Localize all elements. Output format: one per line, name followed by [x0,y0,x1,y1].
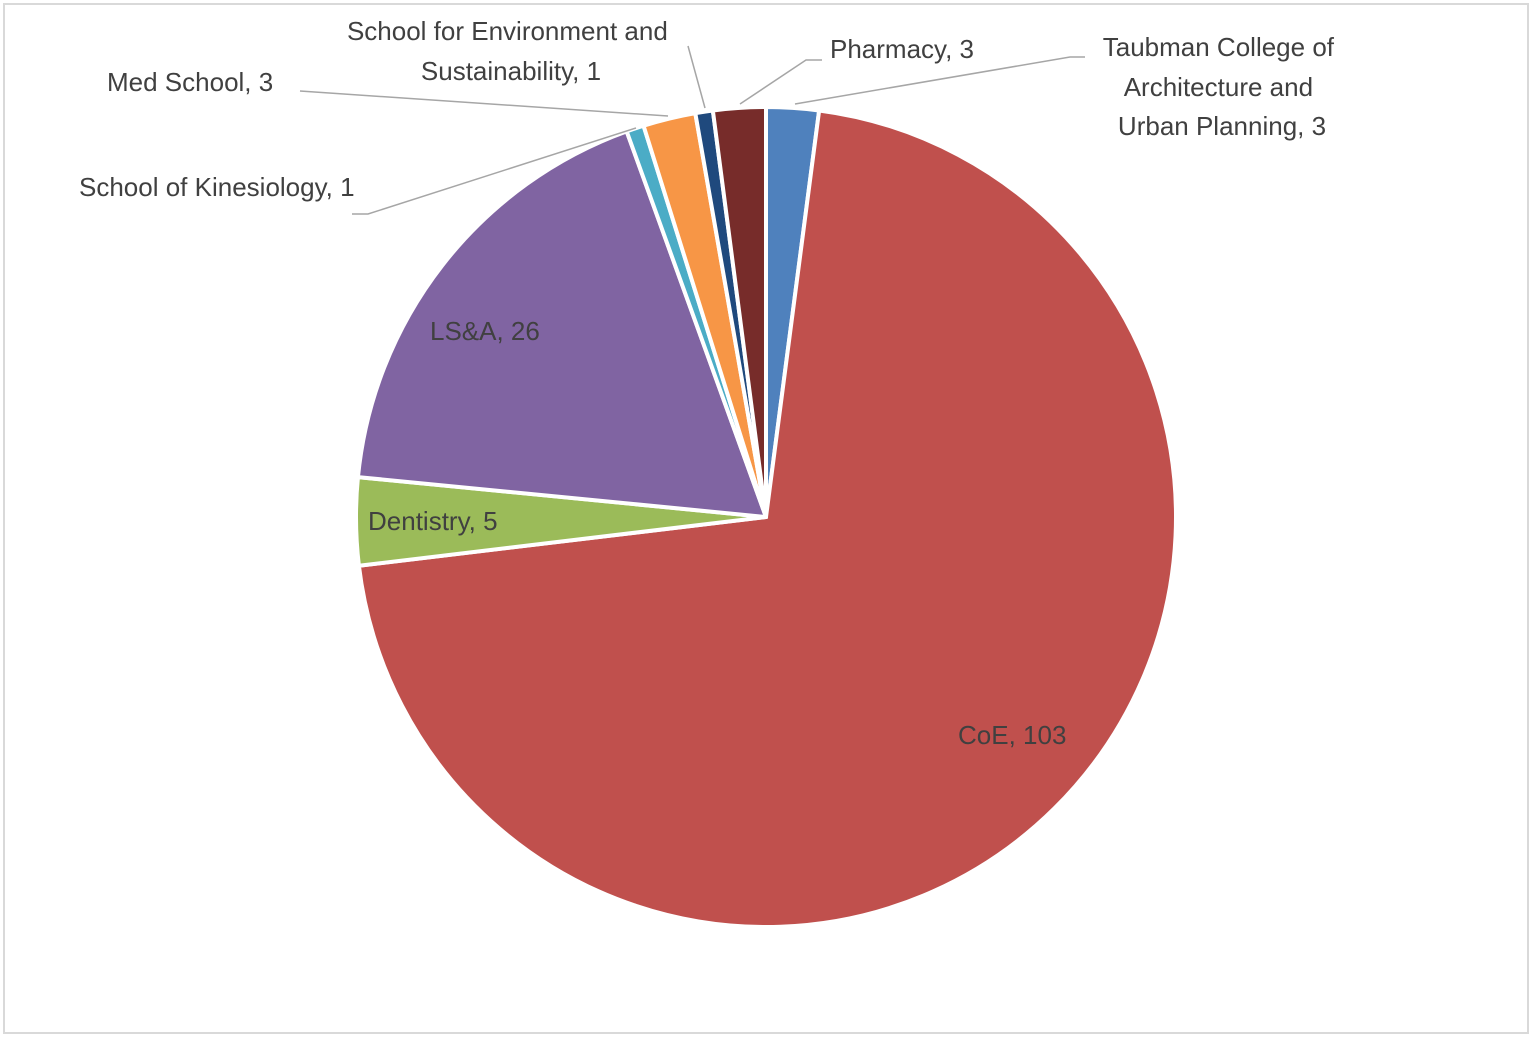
data-label-kinesiology: School of Kinesiology, 1 [79,172,355,202]
data-labels: Taubman College of Architecture and Urba… [79,16,1342,750]
data-label-dentistry: Dentistry, 5 [368,506,498,536]
data-label-pharmacy: Pharmacy, 3 [830,34,974,64]
data-label-seas: School for Environment and Sustainabilit… [347,16,675,86]
data-label-lsa: LS&A, 26 [430,316,540,346]
leader-line-taubman [794,56,1085,105]
pie-slice-coe [356,108,1178,929]
leader-line-pharmacy [739,59,822,105]
pie-slice-ls-a [355,129,768,519]
data-label-taubman: Taubman College of Architecture and Urba… [1103,32,1342,141]
slices [354,105,1178,929]
data-label-med-school: Med School, 3 [107,67,273,97]
data-label-coe: CoE, 103 [958,720,1066,750]
leader-line-kinesiology [352,127,637,215]
pie-slice-pharmacy [710,105,768,519]
leader-line-seas [687,45,706,109]
leader-line-med-school [299,90,669,117]
leader-lines [299,45,1085,215]
